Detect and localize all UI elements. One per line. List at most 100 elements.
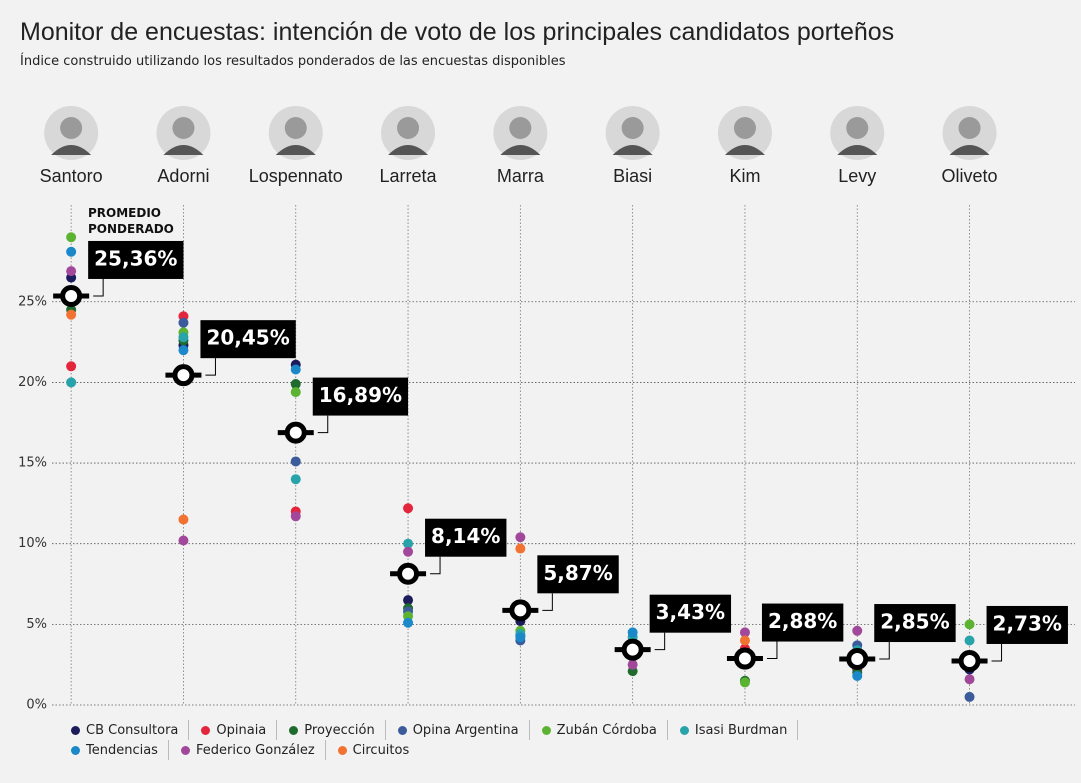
poll-dot bbox=[739, 627, 750, 638]
label-leader bbox=[317, 415, 329, 434]
label-leader bbox=[991, 643, 1003, 662]
average-marker-ring bbox=[733, 647, 756, 670]
average-marker-ring bbox=[846, 648, 869, 671]
poll-dot bbox=[739, 635, 750, 646]
y-tick-label: 15% bbox=[18, 456, 47, 471]
candidate-photo-body bbox=[388, 145, 429, 155]
poll-dot bbox=[964, 619, 975, 630]
average-label: 2,88% bbox=[768, 609, 837, 633]
legend-swatch bbox=[71, 745, 80, 755]
candidate-photo-body bbox=[724, 145, 765, 155]
poll-dot bbox=[66, 246, 77, 257]
legend-item: Opinaia bbox=[195, 720, 278, 740]
average-marker-ring bbox=[958, 649, 981, 672]
poll-dot bbox=[290, 364, 301, 375]
average-label: 8,14% bbox=[431, 524, 500, 548]
average-label: 25,36% bbox=[94, 246, 177, 270]
legend-item: Circuitos bbox=[332, 740, 420, 760]
poll-dot bbox=[178, 514, 189, 525]
poll-dot bbox=[852, 625, 863, 636]
legend-label: Tendencias bbox=[86, 742, 158, 758]
poll-dot bbox=[178, 535, 189, 546]
label-leader bbox=[205, 358, 216, 376]
legend-label: Proyección bbox=[304, 722, 375, 738]
average-label-box bbox=[649, 594, 732, 633]
average-label-box bbox=[312, 377, 409, 416]
average-marker bbox=[165, 364, 202, 387]
poll-dot bbox=[739, 677, 750, 688]
poll-dot bbox=[964, 674, 975, 685]
legend-label: Circuitos bbox=[352, 742, 410, 758]
average-marker-ring bbox=[172, 364, 195, 387]
candidate-name: Marra bbox=[497, 166, 545, 186]
average-marker-ring bbox=[621, 638, 644, 661]
average-label-box bbox=[986, 605, 1068, 644]
average-label-box bbox=[88, 240, 184, 279]
average-label-box bbox=[425, 518, 507, 557]
candidate-name: Biasi bbox=[613, 166, 652, 186]
annotation: PROMEDIO PONDERADO bbox=[88, 206, 174, 236]
legend-swatch bbox=[679, 725, 689, 735]
candidate-photo-head bbox=[284, 117, 307, 139]
label-leader bbox=[430, 556, 441, 575]
legend-swatch bbox=[201, 725, 211, 735]
y-tick-label: 0% bbox=[26, 698, 47, 713]
candidate-photo-head bbox=[397, 117, 420, 139]
average-marker-ring bbox=[284, 421, 307, 444]
poll-dot bbox=[290, 474, 301, 485]
candidate-photo-head bbox=[60, 117, 83, 139]
chart-subtitle: Índice construido utilizando los resulta… bbox=[20, 54, 566, 69]
legend-label: Isasi Burdman bbox=[694, 722, 788, 738]
poll-dot bbox=[66, 377, 77, 388]
legend-item: Federico González bbox=[175, 740, 326, 760]
label-leader bbox=[766, 641, 778, 660]
average-label-box bbox=[537, 555, 619, 594]
candidate-photo-head bbox=[621, 117, 644, 139]
label-leader bbox=[93, 278, 104, 297]
average-marker bbox=[277, 421, 314, 444]
legend-swatch bbox=[337, 745, 347, 755]
candidate-photo-body bbox=[612, 145, 653, 155]
average-label: 3,43% bbox=[656, 600, 725, 624]
candidate-name: Lospennato bbox=[249, 166, 343, 186]
label-leader bbox=[879, 642, 890, 660]
candidate-photo-body bbox=[837, 145, 878, 155]
poll-dot bbox=[852, 670, 863, 681]
poll-dot bbox=[964, 635, 975, 646]
poll-dot bbox=[403, 617, 414, 628]
average-label: 5,87% bbox=[543, 561, 612, 585]
legend-item: Isasi Burdman bbox=[674, 720, 799, 740]
candidate-name: Levy bbox=[838, 166, 876, 186]
candidate-photo-head bbox=[733, 117, 756, 139]
poll-dot bbox=[403, 595, 414, 606]
candidate-name: Santoro bbox=[40, 166, 103, 186]
candidate-photo-body bbox=[275, 145, 316, 155]
average-marker-ring bbox=[509, 599, 532, 622]
candidate-name: Adorni bbox=[157, 166, 209, 186]
candidate-photo-body bbox=[51, 145, 92, 155]
candidate-name: Kim bbox=[729, 166, 760, 186]
poll-dot bbox=[290, 379, 301, 390]
candidate-photo-head bbox=[509, 117, 532, 139]
average-label: 20,45% bbox=[206, 326, 289, 350]
legend-item: Proyección bbox=[283, 720, 386, 740]
average-marker-ring bbox=[60, 284, 83, 307]
poll-dot bbox=[66, 232, 77, 243]
poll-dot bbox=[66, 309, 77, 320]
average-label: 16,89% bbox=[319, 383, 402, 407]
y-tick-label: 25% bbox=[18, 294, 47, 309]
average-label-box bbox=[874, 604, 956, 643]
poll-dot bbox=[178, 317, 189, 328]
y-tick-label: 20% bbox=[18, 375, 47, 390]
average-label-box bbox=[761, 603, 844, 642]
average-marker bbox=[390, 562, 427, 585]
legend-swatch bbox=[71, 725, 80, 735]
candidate-photo-body bbox=[500, 145, 541, 155]
legend-swatch bbox=[541, 725, 551, 735]
poll-dot bbox=[403, 503, 414, 514]
candidate-name: Larreta bbox=[380, 166, 438, 186]
y-tick-label: 10% bbox=[18, 536, 47, 551]
y-tick-label: 5% bbox=[26, 617, 47, 632]
poll-dot bbox=[627, 659, 638, 670]
